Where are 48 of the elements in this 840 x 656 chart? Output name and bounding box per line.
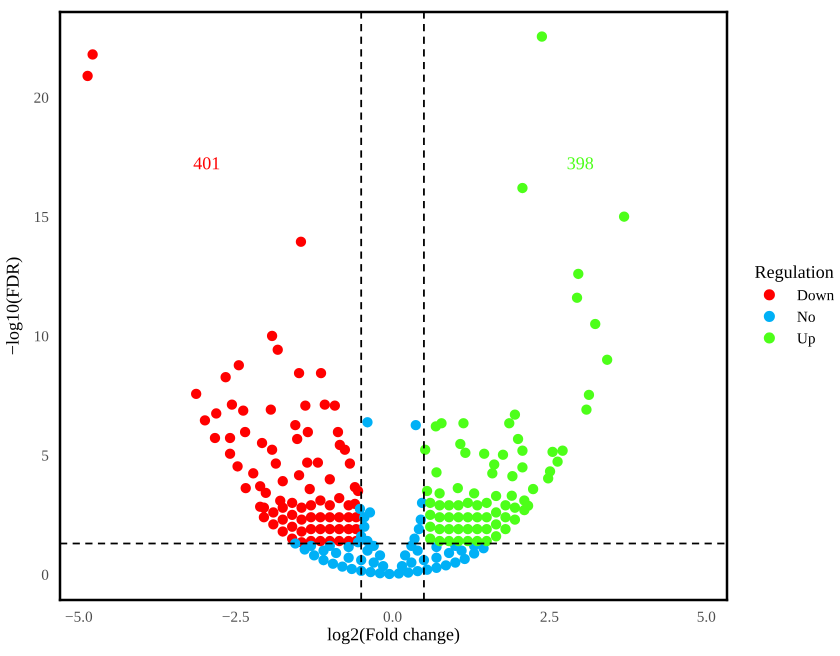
point <box>396 560 408 572</box>
x-tick-label: 2.5 <box>540 612 558 622</box>
point <box>378 560 388 572</box>
annotation: 401 <box>194 157 220 170</box>
point <box>400 550 410 561</box>
point <box>384 568 395 580</box>
point <box>460 554 470 564</box>
point <box>409 534 420 544</box>
point <box>368 557 379 568</box>
point <box>362 417 373 428</box>
legend-label: Down <box>797 290 834 300</box>
x-axis-title: log2(Fold change) <box>327 628 460 644</box>
y-tick-label: 5 <box>42 450 48 461</box>
legend-title: Regulation <box>755 265 834 282</box>
x-tick-label: −5.0 <box>66 612 92 622</box>
point <box>343 542 354 552</box>
legend-label: No <box>797 312 815 322</box>
point <box>440 560 452 571</box>
y-tick-label: 15 <box>34 212 48 222</box>
annotation: 398 <box>568 157 594 170</box>
point <box>328 558 338 569</box>
point <box>410 420 421 430</box>
x-tick-label: 0.0 <box>384 612 402 622</box>
point <box>431 552 442 563</box>
point <box>403 567 414 578</box>
point <box>444 548 454 558</box>
point <box>343 552 354 563</box>
point <box>406 557 417 568</box>
point <box>346 564 357 574</box>
point <box>412 566 423 576</box>
x-tick-label: 5.0 <box>698 612 716 622</box>
x-tick-label: −2.5 <box>222 612 249 622</box>
point <box>450 557 460 568</box>
point <box>365 566 376 578</box>
y-axis-title: −log10(FDR) <box>6 258 22 354</box>
legend-label: Up <box>797 333 815 347</box>
point <box>359 522 370 532</box>
point <box>337 561 348 572</box>
y-tick-label: 10 <box>34 331 48 342</box>
point <box>330 548 342 558</box>
point <box>414 524 424 534</box>
point <box>318 555 329 566</box>
y-tick-label: 20 <box>34 92 48 103</box>
point <box>364 507 376 518</box>
point <box>431 562 442 573</box>
point <box>374 550 386 561</box>
y-tick-label: 0 <box>42 570 48 580</box>
point <box>308 550 320 561</box>
